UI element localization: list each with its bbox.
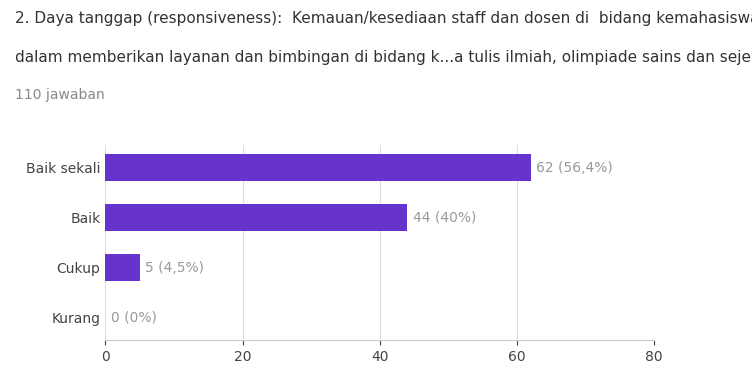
Text: 2. Daya tanggap (responsiveness):  Kemauan/kesediaan staff dan dosen di  bidang : 2. Daya tanggap (responsiveness): Kemaua… <box>15 11 752 26</box>
Text: 5 (4,5%): 5 (4,5%) <box>145 261 204 275</box>
Text: dalam memberikan layanan dan bimbingan di bidang k...a tulis ilmiah, olimpiade s: dalam memberikan layanan dan bimbingan d… <box>15 50 752 65</box>
Text: 110 jawaban: 110 jawaban <box>15 88 105 102</box>
Text: 0 (0%): 0 (0%) <box>111 311 156 324</box>
Text: 44 (40%): 44 (40%) <box>413 210 476 225</box>
Bar <box>105 254 140 281</box>
Text: 62 (56,4%): 62 (56,4%) <box>536 161 613 175</box>
Bar <box>105 204 408 231</box>
Bar <box>105 154 531 181</box>
